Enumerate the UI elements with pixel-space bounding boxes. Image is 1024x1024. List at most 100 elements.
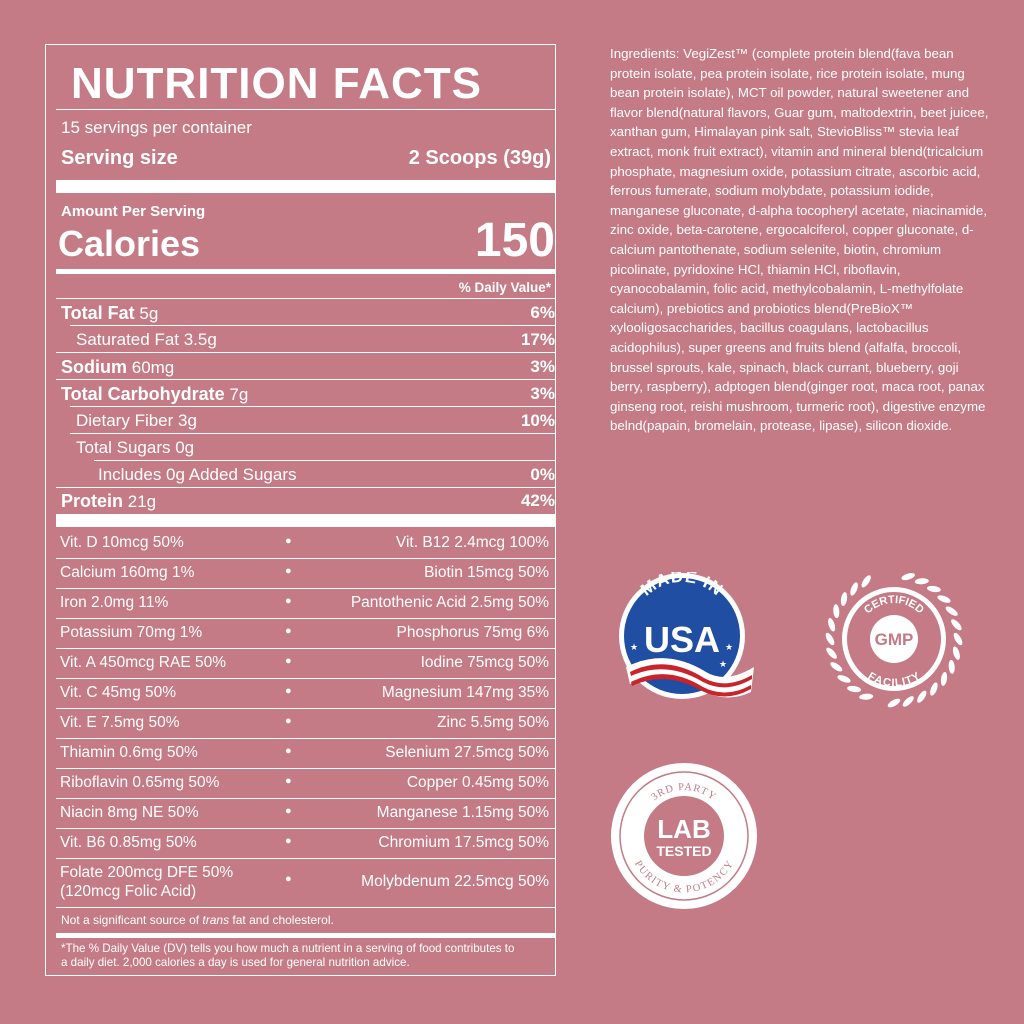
amount-per-serving: Amount Per Serving: [61, 203, 206, 220]
laurel-leaf: [930, 682, 938, 696]
nutrient-total-carbohydrate: Total Carbohydrate 7g: [61, 384, 249, 404]
svg-text:★: ★: [630, 643, 638, 653]
vitamin-row: Riboflavin 0.65mg 50% ● Copper 0.45mg 50%: [60, 769, 549, 799]
servings-per-container: 15 servings per container: [61, 118, 252, 137]
nutrient-pct: 3%: [530, 357, 555, 376]
svg-text:★: ★: [719, 660, 727, 670]
vitamin-left: Potassium 70mg 1%: [60, 624, 203, 641]
footnote-line: a daily diet. 2,000 calories a day is us…: [61, 956, 410, 969]
vitamin-left: Thiamin 0.6mg 50%: [60, 744, 198, 761]
vitamin-row: Iron 2.0mg 11% ● Pantothenic Acid 2.5mg 50…: [60, 589, 549, 619]
divider: [56, 907, 555, 908]
laurel-leaf: [828, 618, 836, 632]
laurel-leaf: [840, 592, 848, 607]
bullet-icon: ●: [285, 745, 292, 757]
vitamin-right: Copper 0.45mg 50%: [406, 774, 549, 791]
daily-value-footnote: *The % Daily Value (DV) tells you how mu…: [61, 942, 514, 970]
divider: [56, 379, 555, 380]
divider: [56, 298, 555, 299]
laurel-leaf: [826, 647, 837, 659]
bullet-icon: ●: [285, 685, 292, 697]
vitamin-right: Iodine 75mcg 50%: [420, 654, 549, 671]
laurel-leaf: [951, 619, 962, 631]
badge-inner-ring: [619, 771, 749, 901]
ingredients-text: Ingredients: VegiZest™ (complete protein…: [610, 46, 989, 434]
vitamin-row: Calcium 160mg 1% ● Biotin 15mcg 50%: [60, 559, 549, 589]
vitamin-row: Vit. A 450mcg RAE 50% ● Iodine 75mcg 50%: [60, 649, 549, 679]
nutrient-pct: 3%: [530, 384, 555, 403]
vitamin-row: Vit. E 7.5mg 50% ● Zinc 5.5mg 50%: [60, 709, 549, 739]
nutrient-total-fat: Total Fat 5g: [61, 303, 159, 323]
laurel-leaf: [901, 573, 915, 581]
bullet-icon: ●: [285, 873, 292, 885]
vitamin-left: Calcium 160mg 1%: [60, 564, 195, 581]
nutrient-pct: 6%: [530, 303, 555, 322]
bullet-icon: ●: [285, 565, 292, 577]
serving-size-value: 2 Scoops (39g): [408, 147, 551, 169]
divider-medium: [56, 933, 555, 938]
divider: [56, 678, 555, 679]
vitamin-right: Magnesium 147mg 35%: [381, 684, 549, 701]
flag-stripe: [631, 674, 751, 697]
vitamin-right: Manganese 1.15mg 50%: [376, 804, 549, 821]
laurel-leaf: [902, 696, 914, 707]
flag-stripe: [630, 664, 752, 688]
vitamin-row: Vit. D 10mcg 50% ● Vit. B12 2.4mcg 100%: [60, 529, 549, 559]
divider: [56, 768, 555, 769]
laurel-leaf: [847, 685, 862, 693]
divider: [70, 325, 555, 326]
vitamin-right: Zinc 5.5mg 50%: [437, 714, 549, 731]
divider: [56, 648, 555, 649]
bullet-icon: ●: [285, 655, 292, 667]
laurel-leaf: [861, 575, 871, 588]
bullet-icon: ●: [285, 625, 292, 637]
vitamin-left: Niacin 8mg NE 50%: [60, 804, 199, 821]
bullet-icon: ●: [285, 715, 292, 727]
vitamin-left-sub: (120mcg Folic Acid): [60, 883, 197, 900]
divider: [56, 828, 555, 829]
divider: [56, 588, 555, 589]
bullet-icon: ●: [285, 835, 292, 847]
laurel-leaf: [859, 693, 874, 700]
divider: [56, 618, 555, 619]
bullet-icon: ●: [285, 595, 292, 607]
vitamin-right: Chromium 17.5mcg 50%: [378, 834, 549, 851]
lab-tested-badge: 3RD PARTY LAB TESTED PURITY & POTENCY: [611, 763, 757, 909]
divider-thick: [56, 514, 555, 527]
laurel-leaf: [945, 606, 958, 616]
vitamin-right: Selenium 27.5mcg 50%: [385, 744, 549, 761]
vitamin-left: Vit. C 45mg 50%: [60, 684, 177, 701]
laurel-icon: [825, 573, 963, 708]
daily-value-header: % Daily Value*: [458, 280, 551, 295]
laurel-leaf: [833, 604, 840, 619]
calories-label: Calories: [58, 223, 201, 264]
divider: [56, 708, 555, 709]
nutrient-pct: 0%: [530, 465, 555, 484]
vitamin-row: Potassium 70mg 1% ● Phosphorus 75mg 6%: [60, 619, 549, 649]
divider: [56, 109, 555, 110]
badge-main-text: LAB: [657, 814, 710, 844]
divider: [56, 352, 555, 353]
nutrient-added-sugars: Includes 0g Added Sugars: [98, 465, 297, 484]
vitamin-left: Vit. B6 0.85mg 50%: [60, 834, 197, 851]
nutrient-total-sugars: Total Sugars 0g: [76, 438, 195, 457]
laurel-leaf: [926, 585, 941, 593]
divider: [94, 460, 555, 461]
vitamin-right: Biotin 15mcg 50%: [424, 564, 549, 581]
bullet-icon: ●: [285, 775, 292, 787]
panel-title: NUTRITION FACTS: [71, 59, 482, 108]
nutrient-pct: 42%: [520, 491, 555, 510]
nutrient-sodium: Sodium 60mg: [61, 357, 175, 377]
gmp-certified-badge: CERTIFIED GMP FACILITY: [825, 573, 963, 708]
laurel-leaf: [887, 698, 901, 708]
vitamin-right: Vit. B12 2.4mcg 100%: [395, 534, 549, 551]
vitamin-row: Folate 200mcg DFE 50% (120mcg Folic Acid)…: [60, 859, 549, 905]
footnote-line: *The % Daily Value (DV) tells you how mu…: [61, 942, 515, 955]
divider: [70, 406, 555, 407]
vitamin-right: Pantothenic Acid 2.5mg 50%: [350, 594, 549, 611]
badge-face: [644, 796, 724, 876]
laurel-leaf: [850, 582, 858, 596]
nutrient-dietary-fiber: Dietary Fiber 3g: [76, 411, 197, 430]
made-in-usa-badge: MADE IN USA ★★★★: [619, 572, 754, 699]
svg-text:★: ★: [725, 643, 733, 653]
